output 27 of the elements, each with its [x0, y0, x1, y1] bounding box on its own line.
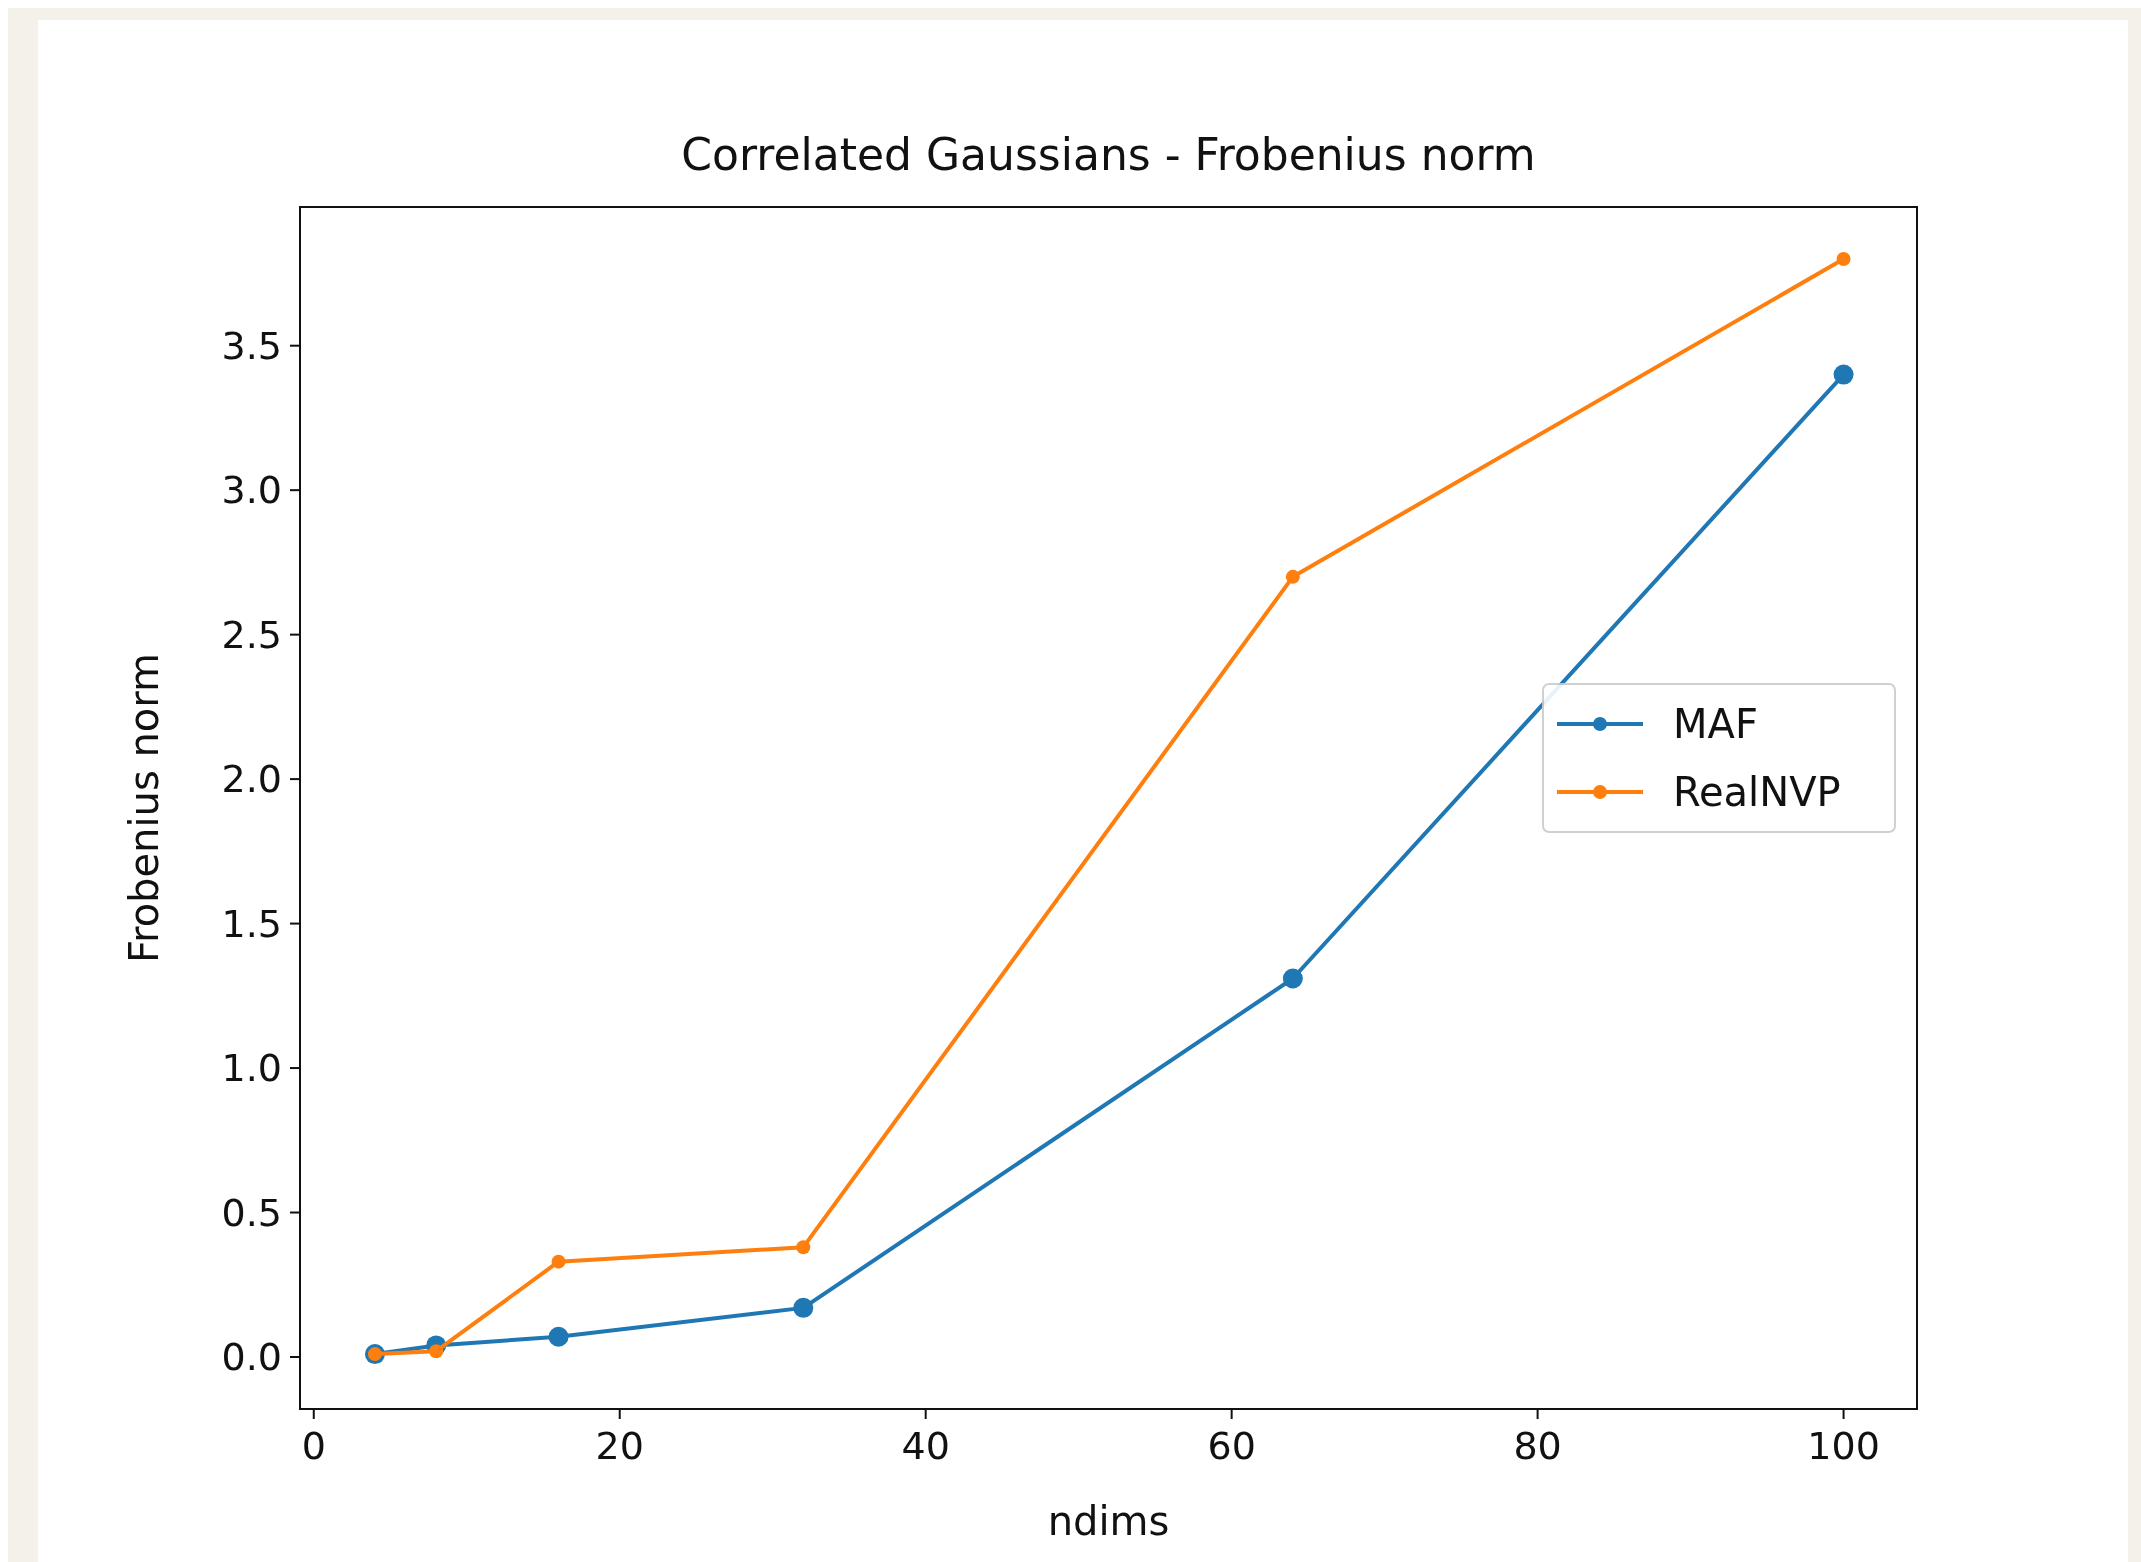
x-tick-label: 0	[301, 1424, 326, 1468]
point	[548, 1326, 569, 1347]
y-axis-title: Frobenius norm	[121, 652, 167, 964]
x-axis-title: ndims	[1047, 1498, 1170, 1544]
legend-label: MAF	[1673, 701, 1758, 747]
point	[1282, 968, 1303, 989]
point	[1285, 569, 1300, 584]
x-tick-label: 40	[901, 1424, 950, 1468]
x-tick-label: 100	[1807, 1424, 1880, 1468]
chart-title: Correlated Gaussians - Frobenius norm	[681, 129, 1536, 180]
point	[1833, 364, 1854, 385]
x-tick-label: 80	[1513, 1424, 1562, 1468]
y-tick-label: 2.0	[221, 757, 282, 802]
y-tick-label: 3.5	[221, 323, 282, 368]
point	[1836, 252, 1851, 267]
y-tick-label: 1.0	[221, 1046, 282, 1091]
point	[551, 1254, 566, 1269]
x-tick-label: 20	[595, 1424, 644, 1468]
point	[793, 1297, 814, 1318]
y-tick-label: 1.5	[221, 901, 282, 946]
y-tick-label: 2.5	[221, 612, 282, 657]
y-tick-label: 0.0	[221, 1335, 282, 1380]
y-tick-label: 3.0	[221, 468, 282, 513]
y-tick-label: 0.5	[221, 1190, 282, 1235]
x-tick-label: 60	[1207, 1424, 1256, 1468]
legend-label: RealNVP	[1673, 769, 1841, 815]
point	[796, 1240, 811, 1255]
